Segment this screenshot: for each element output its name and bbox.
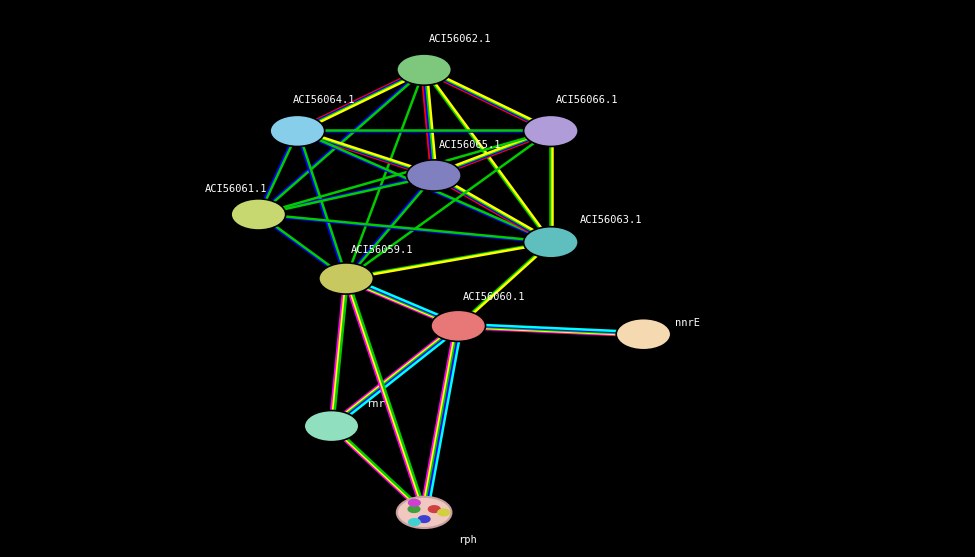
Circle shape (397, 54, 451, 85)
Text: ACI56066.1: ACI56066.1 (556, 95, 618, 105)
Text: ACI56065.1: ACI56065.1 (439, 140, 501, 150)
Text: ACI56063.1: ACI56063.1 (580, 215, 643, 225)
Text: rnr: rnr (366, 399, 384, 409)
Circle shape (397, 497, 451, 528)
Text: ACI56064.1: ACI56064.1 (292, 95, 355, 105)
Circle shape (418, 516, 430, 522)
Circle shape (409, 500, 420, 506)
Circle shape (616, 319, 671, 350)
Text: ACI56062.1: ACI56062.1 (429, 34, 491, 44)
Circle shape (231, 199, 286, 230)
Circle shape (524, 227, 578, 258)
Circle shape (524, 115, 578, 146)
Circle shape (407, 160, 461, 191)
Circle shape (409, 519, 420, 525)
Text: rph: rph (458, 535, 477, 545)
Circle shape (304, 411, 359, 442)
Circle shape (319, 263, 373, 294)
Circle shape (270, 115, 325, 146)
Circle shape (431, 310, 486, 341)
Text: ACI56060.1: ACI56060.1 (463, 292, 526, 302)
Text: ACI56059.1: ACI56059.1 (351, 245, 413, 255)
Circle shape (428, 506, 440, 512)
Circle shape (409, 506, 420, 512)
Text: ACI56061.1: ACI56061.1 (205, 184, 267, 194)
Circle shape (438, 509, 449, 516)
Text: nnrE: nnrE (675, 318, 700, 328)
